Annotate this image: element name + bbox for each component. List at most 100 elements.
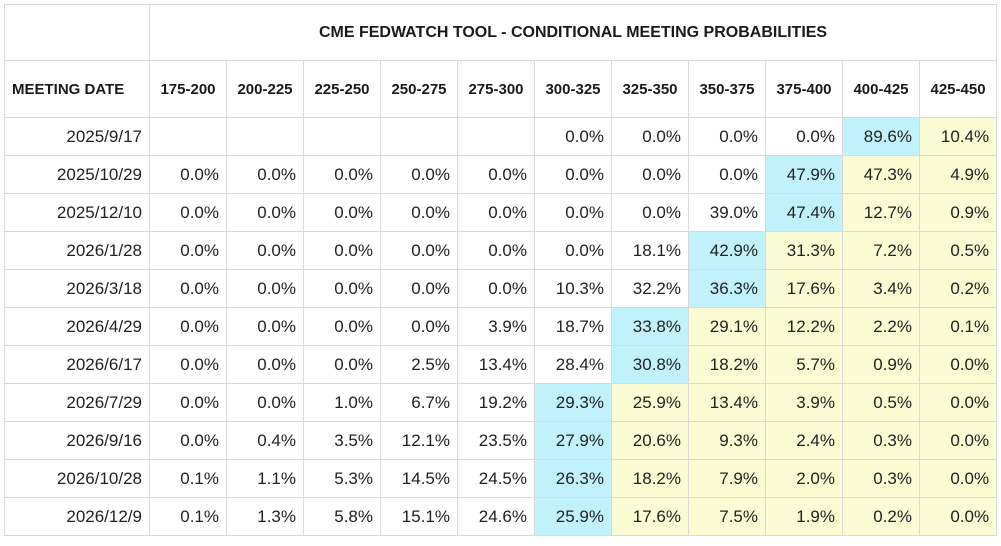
probability-cell: 29.1% — [688, 307, 766, 346]
table-row: 2026/10/28 0.1% 1.1% 5.3% 14.5% 24.5% 26.3% 18.… — [4, 459, 998, 498]
fedwatch-probability-table: CME FEDWATCH TOOL - CONDITIONAL MEETING … — [4, 4, 998, 536]
probability-cell: 17.6% — [611, 497, 689, 536]
probability-cell: 0.4% — [226, 421, 304, 460]
title-row: CME FEDWATCH TOOL - CONDITIONAL MEETING … — [4, 4, 998, 61]
probability-cell: 10.3% — [534, 269, 612, 308]
column-header-225-250: 225-250 — [303, 60, 381, 118]
probability-cell: 19.2% — [457, 383, 535, 422]
probability-cell: 0.0% — [226, 383, 304, 422]
table-row: 2026/9/16 0.0% 0.4% 3.5% 12.1% 23.5% 27.9% 20.6… — [4, 421, 998, 460]
meeting-date-cell: 2026/7/29 — [4, 383, 150, 422]
probability-cell: 47.4% — [765, 193, 843, 232]
meeting-date-cell: 2026/12/9 — [4, 497, 150, 536]
probability-cell: 47.9% — [765, 155, 843, 194]
probability-cell: 0.0% — [303, 269, 381, 308]
probability-cell: 0.0% — [534, 117, 612, 156]
probability-cell — [380, 117, 458, 156]
probability-cell: 1.0% — [303, 383, 381, 422]
probability-cell: 0.0% — [303, 193, 381, 232]
probability-cell — [149, 117, 227, 156]
probability-cell: 31.3% — [765, 231, 843, 270]
probability-cell: 89.6% — [842, 117, 920, 156]
probability-cell: 6.7% — [380, 383, 458, 422]
probability-cell: 0.0% — [918, 345, 998, 384]
probability-cell: 0.0% — [918, 459, 998, 498]
probability-cell: 9.3% — [688, 421, 766, 460]
probability-cell: 47.3% — [842, 155, 920, 194]
table-row: 2026/4/29 0.0% 0.0% 0.0% 0.0% 3.9% 18.7% 33.8% 2… — [4, 307, 998, 346]
meeting-date-cell: 2026/4/29 — [4, 307, 150, 346]
probability-cell: 14.5% — [380, 459, 458, 498]
probability-cell: 27.9% — [534, 421, 612, 460]
probability-cell: 0.0% — [918, 383, 998, 422]
probability-cell: 0.0% — [457, 231, 535, 270]
probability-cell: 0.0% — [534, 231, 612, 270]
column-header-275-300: 275-300 — [457, 60, 535, 118]
probability-cell: 0.0% — [457, 155, 535, 194]
probability-cell: 5.8% — [303, 497, 381, 536]
probability-cell: 0.0% — [303, 307, 381, 346]
table-row: 2026/6/17 0.0% 0.0% 0.0% 2.5% 13.4% 28.4% 30.8%… — [4, 345, 998, 384]
probability-cell: 12.2% — [765, 307, 843, 346]
probability-cell: 0.0% — [149, 421, 227, 460]
probability-cell: 10.4% — [918, 117, 998, 156]
probability-cell: 18.7% — [534, 307, 612, 346]
column-header-425-450: 425-450 — [918, 60, 998, 118]
table-row: 2025/10/29 0.0% 0.0% 0.0% 0.0% 0.0% 0.0% 0.0% 0.… — [4, 155, 998, 194]
probability-cell: 0.0% — [303, 155, 381, 194]
probability-cell: 12.1% — [380, 421, 458, 460]
probability-cell: 2.4% — [765, 421, 843, 460]
probability-cell: 0.2% — [918, 269, 998, 308]
probability-cell: 2.0% — [765, 459, 843, 498]
probability-cell: 7.2% — [842, 231, 920, 270]
probability-cell: 0.0% — [688, 117, 766, 156]
probability-cell — [303, 117, 381, 156]
probability-cell: 0.0% — [226, 193, 304, 232]
meeting-date-cell: 2026/6/17 — [4, 345, 150, 384]
probability-cell: 18.2% — [688, 345, 766, 384]
meeting-date-cell: 2025/10/29 — [4, 155, 150, 194]
probability-cell: 0.0% — [534, 193, 612, 232]
probability-cell: 0.0% — [149, 383, 227, 422]
probability-cell: 1.3% — [226, 497, 304, 536]
probability-cell: 3.9% — [457, 307, 535, 346]
probability-cell: 0.0% — [226, 307, 304, 346]
probability-cell: 0.0% — [534, 155, 612, 194]
probability-cell: 13.4% — [457, 345, 535, 384]
meeting-date-cell: 2026/1/28 — [4, 231, 150, 270]
probability-cell: 24.6% — [457, 497, 535, 536]
probability-cell: 0.0% — [149, 269, 227, 308]
meeting-date-header: MEETING DATE — [4, 60, 150, 118]
probability-cell: 24.5% — [457, 459, 535, 498]
probability-cell: 0.0% — [611, 117, 689, 156]
probability-cell: 7.5% — [688, 497, 766, 536]
probability-cell: 3.4% — [842, 269, 920, 308]
probability-cell — [226, 117, 304, 156]
probability-cell: 33.8% — [611, 307, 689, 346]
probability-cell: 15.1% — [380, 497, 458, 536]
probability-cell: 2.5% — [380, 345, 458, 384]
column-header-250-275: 250-275 — [380, 60, 458, 118]
probability-cell: 0.5% — [918, 231, 998, 270]
probability-cell: 0.1% — [918, 307, 998, 346]
table-row: 2026/7/29 0.0% 0.0% 1.0% 6.7% 19.2% 29.3% 25.9%… — [4, 383, 998, 422]
table-row: 2026/3/18 0.0% 0.0% 0.0% 0.0% 0.0% 10.3% 32.2% 3… — [4, 269, 998, 308]
probability-cell: 18.1% — [611, 231, 689, 270]
column-header-200-225: 200-225 — [226, 60, 304, 118]
title-corner-cell — [4, 4, 150, 61]
column-header-325-350: 325-350 — [611, 60, 689, 118]
probability-cell: 17.6% — [765, 269, 843, 308]
probability-cell: 20.6% — [611, 421, 689, 460]
probability-cell: 0.3% — [842, 459, 920, 498]
probability-cell: 13.4% — [688, 383, 766, 422]
probability-cell: 0.0% — [380, 155, 458, 194]
probability-cell: 25.9% — [611, 383, 689, 422]
probability-cell: 32.2% — [611, 269, 689, 308]
probability-cell: 0.9% — [842, 345, 920, 384]
probability-cell — [457, 117, 535, 156]
probability-cell: 0.0% — [149, 155, 227, 194]
probability-cell: 0.9% — [918, 193, 998, 232]
probability-cell: 26.3% — [534, 459, 612, 498]
probability-cell: 0.0% — [226, 155, 304, 194]
probability-cell: 0.0% — [226, 231, 304, 270]
